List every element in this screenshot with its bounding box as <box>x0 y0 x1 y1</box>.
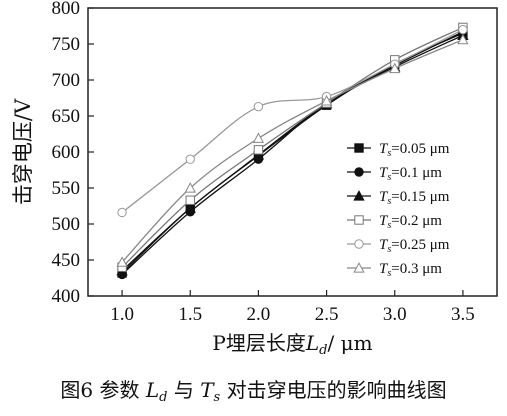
y-tick-label: 750 <box>52 34 81 55</box>
data-point <box>185 154 195 164</box>
data-point <box>389 62 401 74</box>
legend-marker <box>354 167 364 177</box>
legend-label: Ts=0.15 μm <box>379 189 450 207</box>
legend-label: Ts=0.05 μm <box>379 141 450 159</box>
x-axis-label: P埋层长度Ld/ μm <box>212 331 372 358</box>
data-point <box>320 94 333 106</box>
series-line <box>121 39 464 263</box>
x-tick-label: 2.0 <box>247 304 271 325</box>
y-tick-label: 700 <box>52 70 81 91</box>
legend-marker <box>353 190 365 201</box>
y-tick-label: 800 <box>52 0 81 19</box>
y-tick-label: 600 <box>52 142 81 163</box>
x-axis-title: P埋层长度Ld/ μm <box>212 331 372 358</box>
y-axis: 400 450 500 550 600 650 700 750 800 <box>52 0 94 307</box>
data-point <box>253 101 264 112</box>
y-tick-label: 450 <box>52 250 81 271</box>
legend-label: Ts=0.1 μm <box>379 165 442 183</box>
legend: Ts=0.05 μm Ts=0.1 μm Ts=0.15 μm Ts=0.2 μm Ts… <box>347 141 450 279</box>
legend-label: Ts=0.3 μm <box>379 261 442 279</box>
y-tick-label: 400 <box>52 286 81 307</box>
legend-label: Ts=0.2 μm <box>379 213 442 231</box>
data-point <box>184 202 196 213</box>
legend-item: Ts=0.05 μm <box>347 141 450 159</box>
series-5 <box>117 24 468 218</box>
y-axis-label: 击穿电压/V <box>11 98 35 205</box>
y-tick-label: 550 <box>52 178 81 199</box>
data-point <box>116 256 128 267</box>
y-axis-title: 击穿电压/V <box>11 98 35 205</box>
chart: 400 450 500 550 600 650 700 750 800 1.0 1.5 2.0 2.5… <box>11 0 498 358</box>
legend-marker <box>354 143 364 153</box>
figure-caption: 图6 参数 Ld 与 Ts 对击穿电压的影响曲线图 <box>60 378 447 405</box>
data-point <box>185 195 195 205</box>
x-tick-label: 2.5 <box>315 304 339 325</box>
legend-marker <box>353 262 365 273</box>
x-tick-label: 3.5 <box>451 304 475 325</box>
series-layer <box>116 22 469 280</box>
x-tick-label: 3.0 <box>383 304 407 325</box>
legend-marker <box>354 215 364 225</box>
legend-label: Ts=0.25 μm <box>379 237 450 255</box>
data-point <box>252 132 265 143</box>
legend-item: Ts=0.2 μm <box>347 213 442 231</box>
x-tick-label: 1.5 <box>178 304 202 325</box>
x-tick-label: 1.0 <box>110 304 134 325</box>
data-point <box>457 33 469 45</box>
data-point <box>458 24 468 35</box>
x-axis: 1.0 1.5 2.0 2.5 3.0 3.5 <box>110 290 475 325</box>
legend-marker <box>354 239 364 249</box>
data-point <box>253 145 264 155</box>
legend-item: Ts=0.15 μm <box>347 189 450 207</box>
legend-item: Ts=0.25 μm <box>347 237 450 255</box>
legend-item: Ts=0.1 μm <box>347 165 442 183</box>
legend-item: Ts=0.3 μm <box>347 261 442 279</box>
data-point <box>184 182 196 193</box>
y-tick-label: 500 <box>52 214 81 235</box>
data-point <box>117 207 127 218</box>
series-6 <box>116 33 469 267</box>
y-tick-label: 650 <box>52 106 81 127</box>
